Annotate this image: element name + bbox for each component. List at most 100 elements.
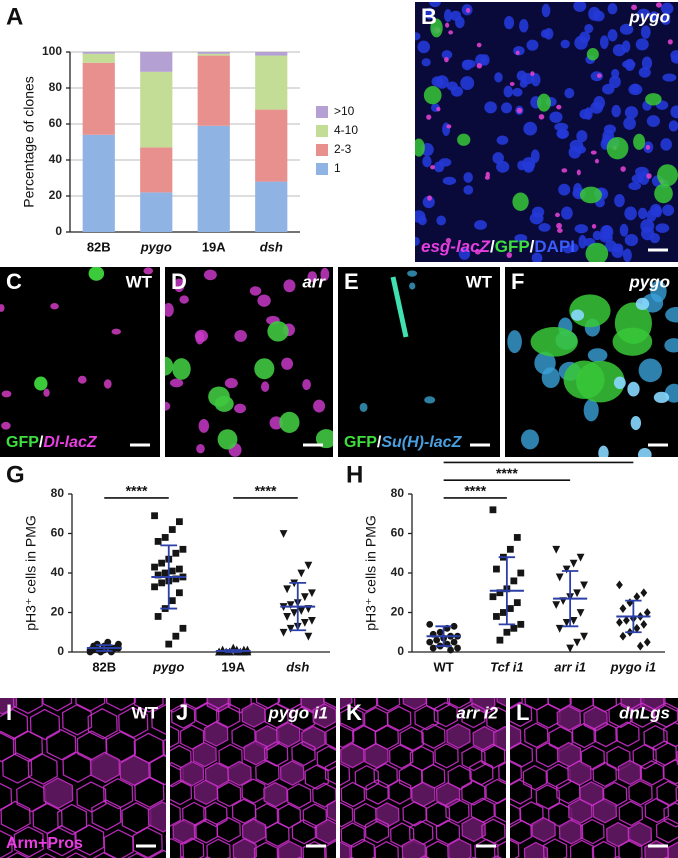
data-point bbox=[576, 609, 585, 617]
cell bbox=[302, 379, 311, 391]
cell-outline bbox=[461, 745, 486, 772]
cell bbox=[0, 304, 5, 312]
cell-outline bbox=[12, 730, 43, 762]
cell bbox=[445, 22, 450, 28]
cell bbox=[648, 11, 660, 22]
micrograph bbox=[170, 698, 336, 858]
cell bbox=[173, 278, 185, 293]
cell-outline bbox=[496, 698, 506, 707]
cell-outline bbox=[243, 740, 268, 766]
data-point bbox=[426, 638, 434, 646]
cell-outline bbox=[206, 838, 231, 858]
cell-outline bbox=[571, 722, 597, 749]
cell bbox=[646, 115, 660, 127]
cell bbox=[596, 73, 602, 79]
cell-outline bbox=[620, 698, 645, 713]
cell-outline bbox=[480, 743, 506, 769]
cell bbox=[576, 169, 581, 176]
bar-segment bbox=[255, 52, 288, 56]
cell-outline bbox=[0, 800, 31, 833]
data-point bbox=[580, 632, 588, 641]
cell-outline bbox=[655, 817, 678, 844]
cell bbox=[463, 185, 474, 195]
cell bbox=[43, 388, 50, 397]
cell-outline bbox=[227, 760, 252, 787]
cell bbox=[555, 212, 560, 218]
legend-swatch bbox=[316, 125, 328, 137]
cell-outline bbox=[353, 698, 379, 712]
panel-label: C bbox=[6, 269, 22, 294]
cell bbox=[537, 93, 551, 112]
cell bbox=[269, 416, 283, 430]
cell-outline bbox=[263, 741, 289, 767]
cell-outline bbox=[255, 759, 280, 786]
cell bbox=[431, 76, 444, 87]
data-point bbox=[161, 569, 169, 577]
cell-outline bbox=[510, 818, 532, 845]
panel-label: H bbox=[346, 461, 363, 488]
legend-label: >10 bbox=[334, 104, 355, 118]
significance-label: **** bbox=[255, 483, 277, 499]
cell-outline bbox=[618, 838, 643, 858]
panel-label: G bbox=[6, 461, 25, 488]
cell-outline bbox=[105, 698, 136, 711]
cell-outline bbox=[46, 728, 77, 761]
cell bbox=[501, 102, 513, 114]
cell bbox=[561, 206, 573, 220]
cell bbox=[34, 376, 48, 391]
cell-outline bbox=[340, 706, 364, 732]
panel-label: A bbox=[6, 3, 23, 30]
cell bbox=[474, 220, 487, 230]
micrograph bbox=[165, 267, 333, 457]
cell-outline bbox=[163, 738, 166, 758]
cell bbox=[554, 122, 569, 132]
micrograph bbox=[338, 267, 500, 457]
cell bbox=[234, 403, 246, 414]
cell-outline bbox=[105, 731, 137, 763]
micrograph bbox=[505, 267, 678, 457]
cell-outline bbox=[0, 698, 18, 715]
cell bbox=[576, 130, 588, 143]
stain-part: esg-lacZ bbox=[421, 237, 491, 256]
cell bbox=[520, 429, 540, 450]
data-point bbox=[426, 620, 434, 628]
image-background bbox=[338, 267, 500, 457]
bar-segment bbox=[255, 109, 288, 182]
cell bbox=[475, 54, 487, 66]
cell-outline bbox=[510, 724, 522, 749]
stain-part: DAPI bbox=[534, 237, 575, 256]
cell bbox=[313, 399, 326, 413]
data-point bbox=[161, 534, 169, 541]
cell-outline bbox=[179, 760, 205, 787]
cell bbox=[594, 158, 599, 164]
cell-outline bbox=[401, 838, 427, 858]
cell bbox=[224, 378, 238, 389]
cell-outline bbox=[89, 751, 121, 784]
y-tick-label: 20 bbox=[49, 188, 63, 202]
bar-segment bbox=[197, 55, 230, 126]
bar-segment bbox=[82, 52, 115, 54]
cell bbox=[640, 25, 651, 39]
cell bbox=[279, 411, 300, 433]
data-point bbox=[168, 567, 176, 575]
y-tick-label: 80 bbox=[49, 80, 63, 94]
cell bbox=[424, 396, 436, 404]
data-point bbox=[616, 580, 623, 590]
cell bbox=[421, 58, 431, 67]
cell-outline bbox=[0, 782, 13, 812]
cell-outline bbox=[471, 698, 496, 713]
cell-outline bbox=[592, 761, 617, 788]
data-point bbox=[179, 545, 187, 553]
data-point bbox=[489, 506, 497, 514]
bar-segment bbox=[82, 134, 115, 232]
cell bbox=[496, 160, 510, 173]
cell-outline bbox=[627, 821, 653, 848]
cell bbox=[445, 237, 452, 244]
cell bbox=[516, 107, 523, 114]
image-background bbox=[165, 267, 333, 457]
x-tick-label: 19A bbox=[221, 659, 245, 674]
data-point bbox=[436, 628, 444, 636]
image-background bbox=[0, 267, 160, 457]
cell-outline bbox=[522, 764, 548, 791]
cell bbox=[633, 133, 646, 150]
